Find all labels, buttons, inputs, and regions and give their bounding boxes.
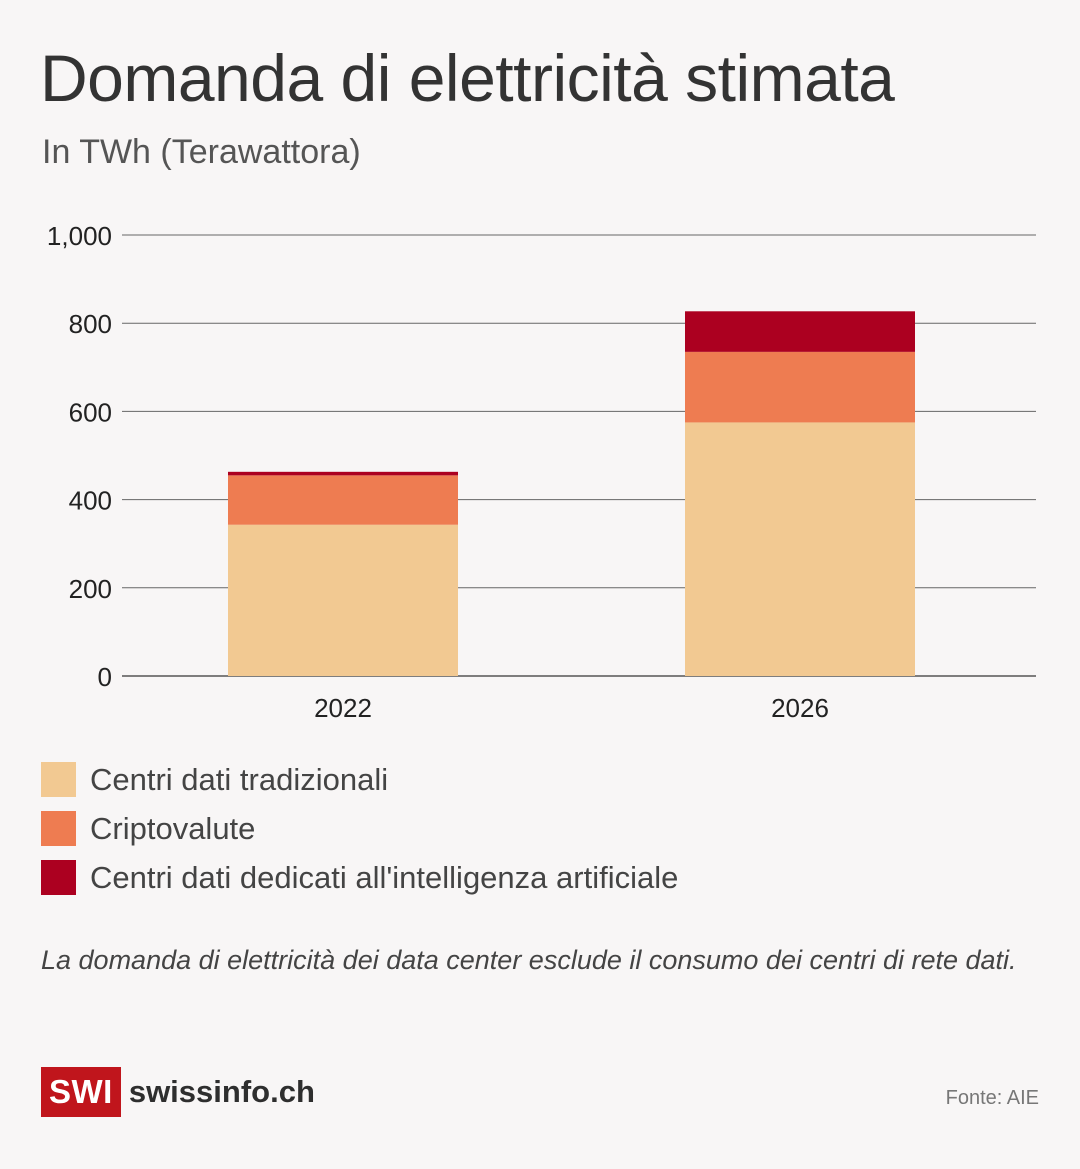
bar-2022-series-1: [228, 475, 458, 525]
chart-title: Domanda di elettricità stimata: [40, 41, 895, 115]
chart-subtitle: In TWh (Terawattora): [42, 133, 361, 171]
legend-label-crypto: Criptovalute: [90, 810, 256, 846]
swi-logo-mark: SWI: [41, 1067, 121, 1117]
logo-wordmark: swissinfo.ch: [128, 1074, 315, 1109]
y-tick-label: 800: [69, 309, 112, 339]
bar-2022-series-0: [228, 524, 458, 676]
y-tick-label: 1,000: [47, 221, 112, 251]
y-tick-label: 0: [98, 662, 112, 692]
legend-item-traditional: Centri dati tradizionali: [41, 755, 678, 804]
bar-2022-series-2: [228, 471, 458, 476]
bar-2026-series-0: [685, 422, 915, 676]
swissinfo-logo[interactable]: SWI swissinfo.ch: [41, 1067, 315, 1117]
legend-item-crypto: Criptovalute: [41, 804, 678, 853]
x-tick-label: 2022: [314, 693, 372, 723]
bar-2026-series-2: [685, 311, 915, 352]
legend-swatch-traditional: [41, 762, 76, 797]
bar-chart: 0 200 400 600 800 1,000 2022 2026: [47, 221, 1036, 723]
legend-swatch-crypto: [41, 811, 76, 846]
bar-2026-series-1: [685, 351, 915, 423]
footnote: La domanda di elettricità dei data cente…: [41, 945, 1017, 975]
y-tick-label: 600: [69, 397, 112, 427]
source-label: Fonte: AIE: [945, 1087, 1039, 1109]
legend: Centri dati tradizionali Criptovalute Ce…: [41, 755, 678, 902]
legend-label-ai: Centri dati dedicati all'intelligenza ar…: [90, 859, 679, 895]
legend-item-ai: Centri dati dedicati all'intelligenza ar…: [41, 853, 678, 902]
y-tick-label: 200: [69, 574, 112, 604]
legend-swatch-ai: [41, 860, 76, 895]
legend-label-traditional: Centri dati tradizionali: [90, 761, 389, 797]
x-tick-label: 2026: [771, 693, 829, 723]
y-tick-label: 400: [69, 486, 112, 516]
